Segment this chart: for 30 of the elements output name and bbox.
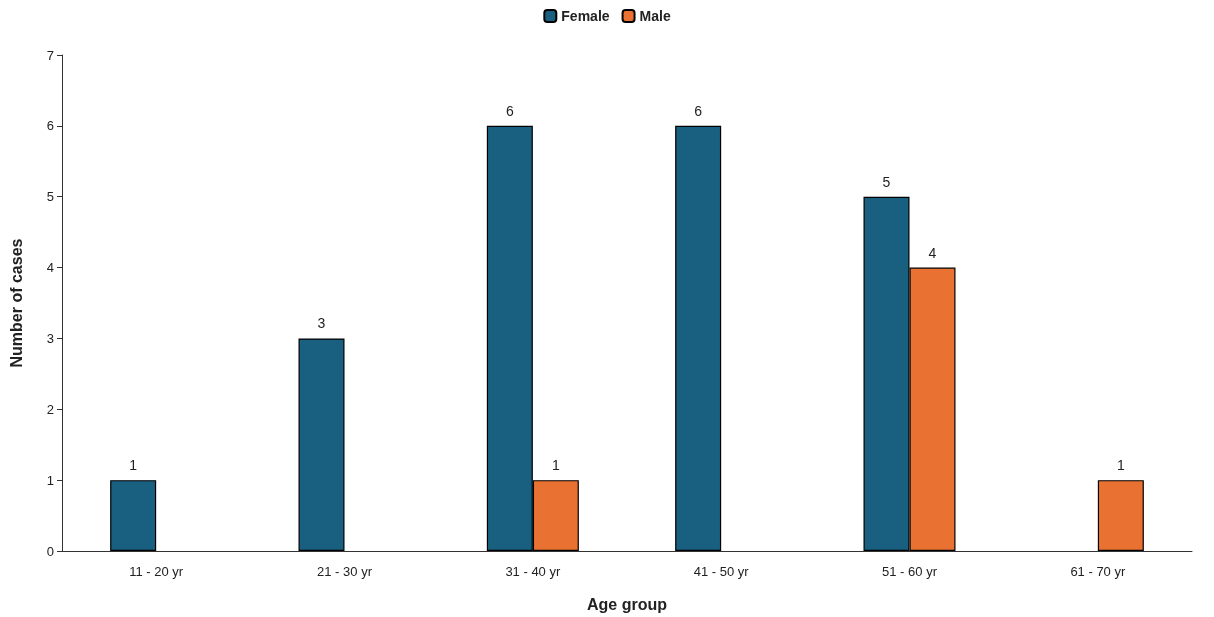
x-tick-label: 11 - 20 yr	[129, 564, 184, 579]
y-tick-label: 3	[46, 330, 54, 346]
data-label: 6	[505, 102, 514, 119]
bar	[1097, 480, 1144, 551]
x-axis-title: Age group	[587, 595, 668, 613]
data-label: 1	[551, 457, 560, 474]
x-tick-label: 31 - 40 yr	[505, 564, 561, 579]
x-tick-label: 51 - 60 yr	[882, 564, 938, 579]
x-tick-label: 21 - 30 yr	[317, 564, 373, 579]
y-tick-label: 1	[46, 472, 54, 488]
data-label: 1	[1116, 457, 1125, 474]
y-tick-label: 6	[46, 118, 54, 134]
bar	[110, 480, 157, 551]
data-label: 1	[129, 457, 138, 474]
y-tick-label: 4	[46, 260, 54, 276]
legend-label: Male	[639, 8, 671, 24]
data-label: 3	[317, 315, 326, 332]
y-tick-label: 0	[46, 543, 54, 559]
legend-label: Female	[561, 8, 610, 24]
x-tick-label: 41 - 50 yr	[693, 564, 750, 579]
x-tick-label: 61 - 70 yr	[1070, 564, 1126, 579]
data-label: 6	[694, 102, 703, 119]
data-label: 5	[882, 173, 891, 190]
y-tick-label: 2	[46, 401, 54, 417]
y-tick-label: 5	[46, 189, 54, 205]
data-label: 4	[928, 244, 937, 261]
y-tick-label: 7	[46, 47, 54, 63]
bar	[675, 125, 722, 551]
y-axis-title: Number of cases	[7, 238, 25, 368]
bar	[298, 338, 345, 551]
